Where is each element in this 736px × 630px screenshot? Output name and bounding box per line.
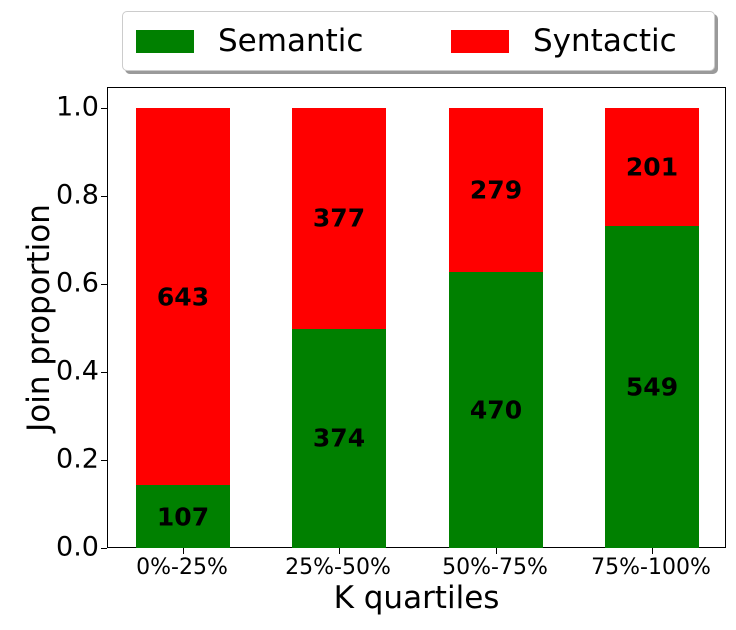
x-tick xyxy=(339,548,340,554)
y-tick xyxy=(101,108,107,109)
bar-semantic-2 xyxy=(292,328,386,548)
y-tick-label: 0.4 xyxy=(56,355,99,387)
x-tick-label: 50%-75% xyxy=(442,555,548,580)
x-tick-label: 25%-50% xyxy=(285,555,391,580)
legend-swatch-syntactic xyxy=(451,29,509,53)
y-tick-label: 0.8 xyxy=(56,179,99,211)
y-tick xyxy=(101,548,107,549)
bar-value-label: 279 xyxy=(469,175,523,205)
y-tick xyxy=(101,460,107,461)
y-tick-label: 0.6 xyxy=(56,267,99,299)
bar-syntactic-2 xyxy=(292,108,386,329)
x-tick xyxy=(183,548,184,554)
y-tick xyxy=(101,284,107,285)
y-axis-title: Join proportion xyxy=(21,204,57,432)
bar-value-label: 107 xyxy=(156,502,210,532)
y-tick xyxy=(101,372,107,373)
y-tick-label: 0.2 xyxy=(56,443,99,475)
bar-value-label: 201 xyxy=(625,152,679,182)
bar-syntactic-3 xyxy=(449,108,543,273)
x-tick-label: 75%-100% xyxy=(591,555,711,580)
y-tick-label: 1.0 xyxy=(56,91,99,123)
bar-value-label: 470 xyxy=(469,395,523,425)
legend-item-semantic: Semantic xyxy=(136,12,363,70)
x-tick xyxy=(652,548,653,554)
bar-syntactic-4 xyxy=(605,108,699,226)
legend-label-semantic: Semantic xyxy=(218,23,364,59)
x-axis-title: K quartiles xyxy=(333,580,500,616)
bar-value-label: 374 xyxy=(312,423,366,453)
plot-area: 107 643 374 377 470 279 549 201 xyxy=(101,87,726,554)
bar-semantic-1 xyxy=(136,485,230,548)
y-tick-label: 0.0 xyxy=(56,531,99,563)
legend-swatch-semantic xyxy=(136,29,194,53)
legend: Semantic Syntactic xyxy=(122,11,715,71)
x-tick-label: 0%-25% xyxy=(136,555,228,580)
bar-value-label: 549 xyxy=(625,372,679,402)
bar-value-label: 643 xyxy=(156,282,210,312)
bar-semantic-4 xyxy=(605,225,699,548)
y-tick xyxy=(101,196,107,197)
bar-syntactic-1 xyxy=(136,108,230,486)
bar-semantic-3 xyxy=(449,272,543,548)
x-tick xyxy=(496,548,497,554)
legend-label-syntactic: Syntactic xyxy=(533,23,677,59)
legend-item-syntactic: Syntactic xyxy=(451,12,677,70)
bar-value-label: 377 xyxy=(312,203,366,233)
